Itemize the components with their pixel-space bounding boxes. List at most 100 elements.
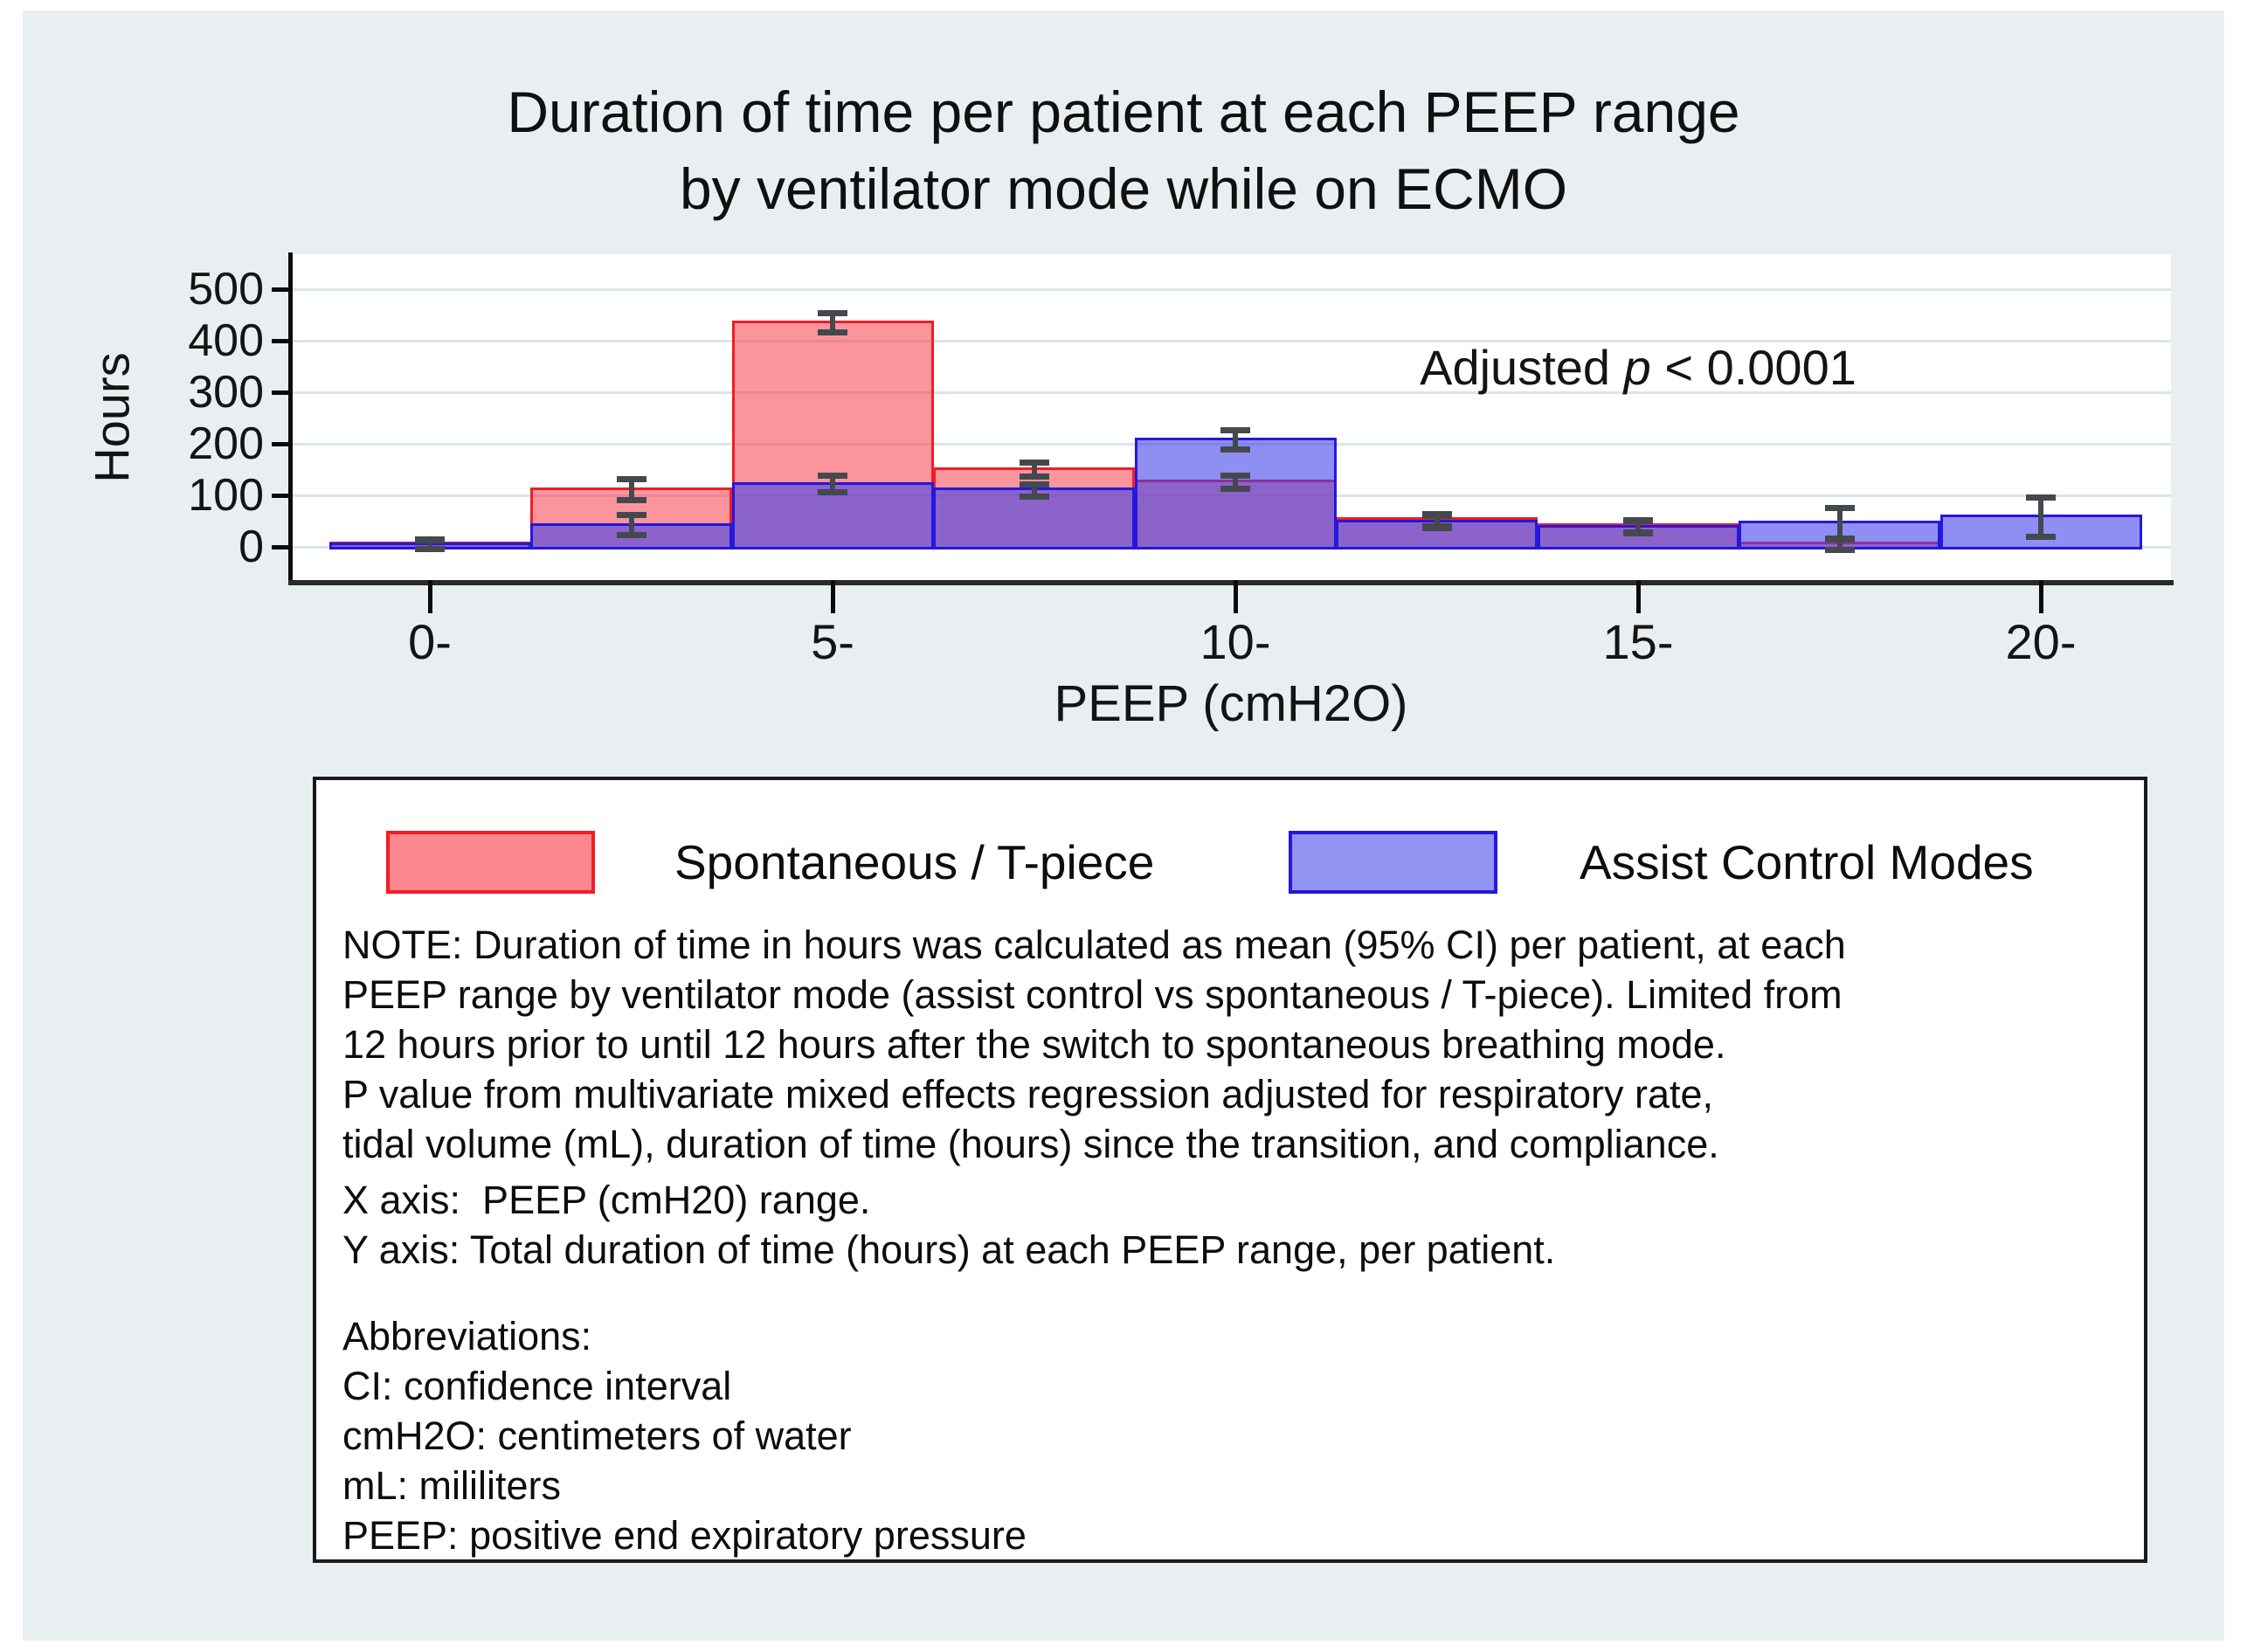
axes-description-paragraph: X axis: PEEP (cmH20) range. Y axis: Tota… bbox=[342, 1178, 1556, 1272]
error-bar-cap-top bbox=[1220, 472, 1250, 479]
error-bar-cap-top bbox=[818, 472, 847, 479]
legend-label-assist-control: Assist Control Modes bbox=[1580, 835, 2034, 889]
error-bar-cap-top bbox=[2026, 494, 2056, 501]
error-bar-cap-bottom bbox=[1220, 446, 1250, 453]
error-bar-cap-top bbox=[1019, 480, 1049, 487]
error-bar-cap-bottom bbox=[1019, 473, 1049, 480]
error-bar-cap-top bbox=[1623, 518, 1653, 525]
error-bar-stem bbox=[427, 536, 432, 552]
error-bar-cap-bottom bbox=[1220, 485, 1250, 492]
bar-assist-control-bin-4 bbox=[1134, 437, 1337, 550]
error-bar-cap-top bbox=[415, 536, 445, 543]
legend-and-notes-box: Spontaneous / T-piece Assist Control Mod… bbox=[313, 777, 2147, 1563]
error-bar-spontaneous-bin-3 bbox=[1019, 459, 1049, 480]
error-bar-stem bbox=[628, 511, 634, 538]
y-gridline-300 bbox=[293, 391, 2171, 394]
p-value-suffix: < 0.0001 bbox=[1650, 340, 1856, 395]
y-tick-100 bbox=[272, 494, 291, 498]
error-bar-cap-bottom bbox=[818, 489, 847, 496]
y-tick-label-100: 100 bbox=[188, 470, 264, 521]
error-bar-spontaneous-bin-4 bbox=[1220, 472, 1250, 492]
p-value-annotation: Adjusted p < 0.0001 bbox=[1376, 339, 1900, 396]
error-bar-spontaneous-bin-2 bbox=[818, 310, 847, 336]
error-bar-cap-bottom bbox=[616, 497, 646, 504]
error-bar-assist-control-bin-4 bbox=[1220, 426, 1250, 453]
error-bar-stem bbox=[1836, 504, 1843, 543]
y-tick-500 bbox=[272, 287, 291, 292]
error-bar-stem bbox=[1031, 459, 1037, 480]
error-bar-cap-bottom bbox=[2026, 533, 2056, 540]
x-tick-label-0-: 0- bbox=[408, 614, 452, 669]
error-bar-stem bbox=[2038, 494, 2043, 540]
p-value-symbol: p bbox=[1623, 340, 1651, 395]
x-tick-label-20-: 20- bbox=[2005, 614, 2077, 669]
y-tick-label-300: 300 bbox=[188, 367, 264, 418]
x-tick-20- bbox=[2039, 580, 2043, 613]
x-tick-15- bbox=[1636, 580, 1641, 613]
note-paragraph: NOTE: Duration of time in hours was calc… bbox=[342, 923, 1846, 1166]
error-bar-cap-top bbox=[1824, 504, 1855, 511]
bar-assist-control-bin-3 bbox=[933, 487, 1135, 550]
legend-label-spontaneous: Spontaneous / T-piece bbox=[674, 835, 1155, 889]
error-bar-cap-bottom bbox=[1019, 493, 1049, 500]
p-value-prefix: Adjusted bbox=[1420, 340, 1624, 395]
x-tick-label-10-: 10- bbox=[1200, 614, 1271, 669]
error-bar-assist-control-bin-6 bbox=[1623, 518, 1653, 537]
error-bar-cap-top bbox=[616, 511, 646, 518]
error-bar-cap-bottom bbox=[1824, 546, 1855, 553]
error-bar-assist-control-bin-5 bbox=[1421, 513, 1452, 532]
chart-title: Duration of time per patient at each PEE… bbox=[0, 73, 2247, 227]
x-tick-label-15-: 15- bbox=[1602, 614, 1674, 669]
error-bar-cap-bottom bbox=[616, 531, 646, 538]
legend-swatch-assist-control bbox=[1289, 831, 1497, 894]
error-bar-cap-top bbox=[818, 310, 847, 317]
error-bar-assist-control-bin-0 bbox=[415, 536, 445, 552]
x-tick-label-5-: 5- bbox=[811, 614, 854, 669]
abbreviations-paragraph: Abbreviations: CI: confidence interval c… bbox=[342, 1314, 1027, 1558]
y-tick-0 bbox=[272, 545, 291, 550]
y-gridline-400 bbox=[293, 340, 2171, 342]
error-bar-cap-bottom bbox=[1824, 536, 1855, 543]
error-bar-cap-bottom bbox=[1623, 530, 1653, 537]
error-bar-cap-top bbox=[1220, 426, 1250, 433]
x-tick-5- bbox=[831, 580, 835, 613]
error-bar-assist-control-bin-7 bbox=[1824, 504, 1855, 543]
x-tick-0- bbox=[428, 580, 432, 613]
error-bar-assist-control-bin-1 bbox=[616, 511, 646, 538]
x-axis-line bbox=[288, 580, 2174, 585]
error-bar-spontaneous-bin-1 bbox=[616, 475, 646, 504]
error-bar-stem bbox=[830, 310, 835, 336]
y-tick-200 bbox=[272, 442, 291, 446]
y-tick-400 bbox=[272, 339, 291, 343]
x-axis-title: PEEP (cmH2O) bbox=[1054, 675, 1408, 732]
y-tick-300 bbox=[272, 391, 291, 395]
error-bar-cap-top bbox=[1019, 459, 1049, 466]
error-bar-assist-control-bin-8 bbox=[2026, 494, 2056, 540]
y-gridline-500 bbox=[293, 288, 2171, 291]
legend-swatch-spontaneous bbox=[386, 831, 595, 894]
y-tick-label-0: 0 bbox=[239, 522, 264, 572]
error-bar-cap-bottom bbox=[415, 545, 445, 552]
chart-title-line1: Duration of time per patient at each PEE… bbox=[507, 79, 1740, 144]
y-tick-label-200: 200 bbox=[188, 418, 264, 469]
chart-title-line2: by ventilator mode while on ECMO bbox=[679, 156, 1568, 221]
error-bar-cap-bottom bbox=[1421, 525, 1452, 532]
y-axis-line bbox=[288, 252, 293, 583]
error-bar-stem bbox=[1233, 426, 1238, 453]
error-bar-stem bbox=[628, 475, 634, 504]
error-bar-stem bbox=[1635, 518, 1641, 537]
error-bar-stem bbox=[1031, 480, 1037, 500]
error-bar-stem bbox=[1233, 472, 1238, 492]
error-bar-stem bbox=[830, 472, 835, 496]
error-bar-cap-bottom bbox=[818, 329, 847, 336]
error-bar-cap-top bbox=[616, 475, 646, 482]
error-bar-stem bbox=[1836, 536, 1843, 553]
y-tick-label-400: 400 bbox=[188, 315, 264, 366]
error-bar-stem bbox=[1434, 513, 1440, 532]
error-bar-cap-top bbox=[1421, 513, 1452, 520]
x-tick-10- bbox=[1234, 580, 1238, 613]
error-bar-assist-control-bin-3 bbox=[1019, 480, 1049, 500]
error-bar-assist-control-bin-2 bbox=[818, 472, 847, 496]
y-tick-label-500: 500 bbox=[188, 264, 264, 315]
